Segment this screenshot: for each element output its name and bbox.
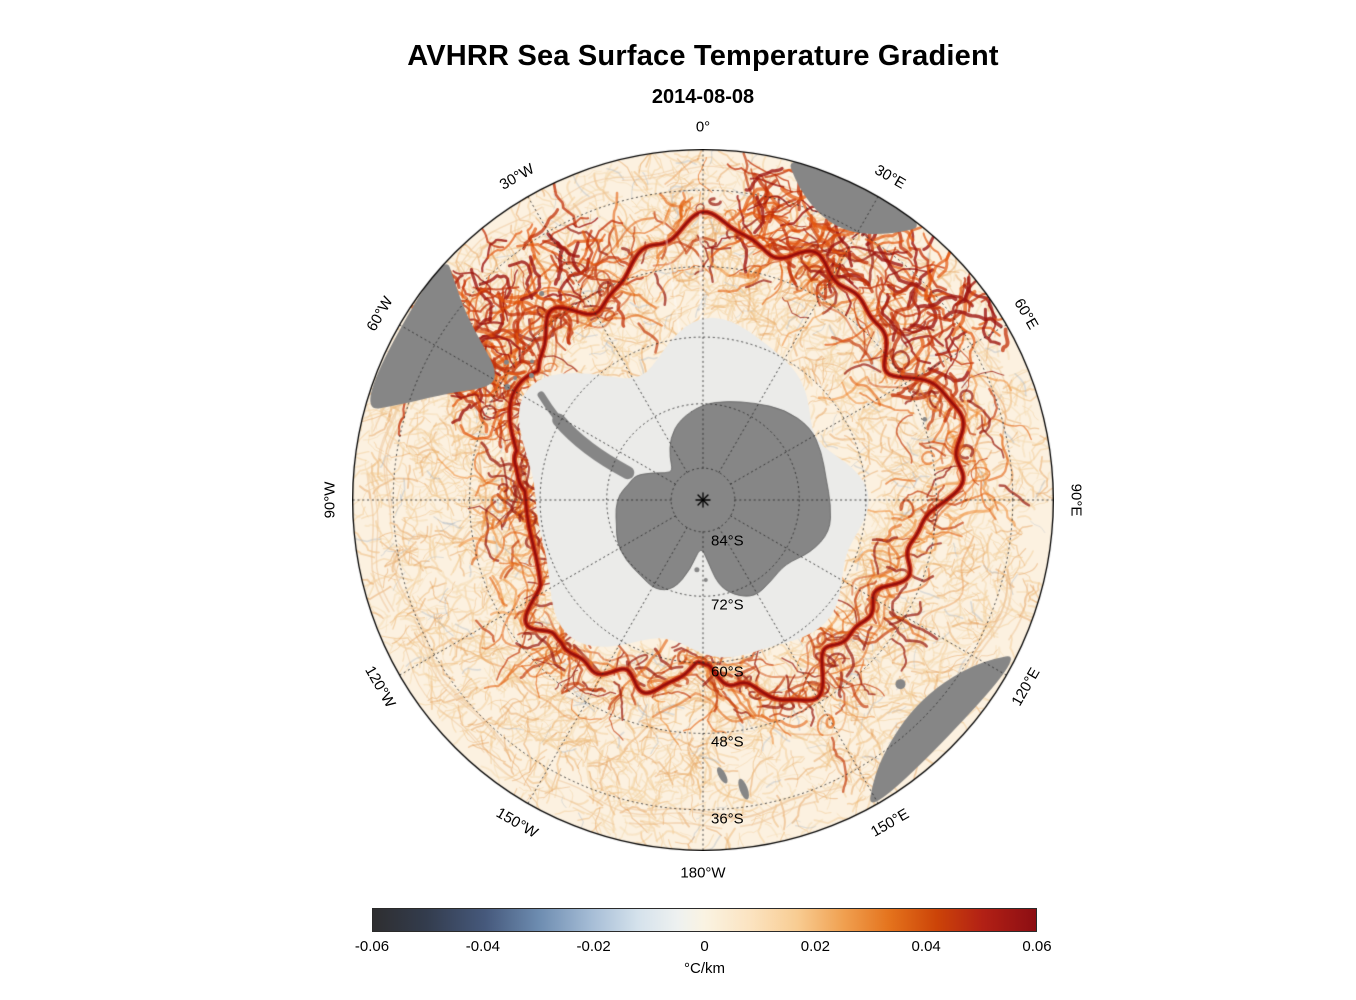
longitude-label: 0° <box>695 118 711 136</box>
chart-title: AVHRR Sea Surface Temperature Gradient <box>407 40 999 72</box>
longitude-label: 180°W <box>680 864 726 882</box>
colorbar-tick-label: 0.02 <box>800 938 830 955</box>
colorbar-units-label: °C/km <box>684 960 725 977</box>
south-polar-sst-gradient-map <box>352 149 1054 851</box>
colorbar-tick-label: 0 <box>700 938 709 955</box>
longitude-label: 90°W <box>321 481 339 519</box>
colorbar-gradient <box>372 908 1037 932</box>
colorbar-tick-label: -0.02 <box>576 938 611 955</box>
latitude-label: 72°S <box>711 596 744 614</box>
chart-date-subtitle: 2014-08-08 <box>651 86 755 108</box>
colorbar-tick-label: 0.06 <box>1022 938 1052 955</box>
longitude-label: 90°E <box>1067 483 1085 517</box>
latitude-label: 48°S <box>711 733 744 751</box>
latitude-label: 84°S <box>711 532 744 550</box>
colorbar-tick-label: 0.04 <box>911 938 941 955</box>
latitude-label: 60°S <box>711 663 744 681</box>
latitude-label: 36°S <box>711 810 744 828</box>
colorbar-tick-label: -0.06 <box>354 938 390 955</box>
colorbar-tick-label: -0.04 <box>465 938 500 955</box>
